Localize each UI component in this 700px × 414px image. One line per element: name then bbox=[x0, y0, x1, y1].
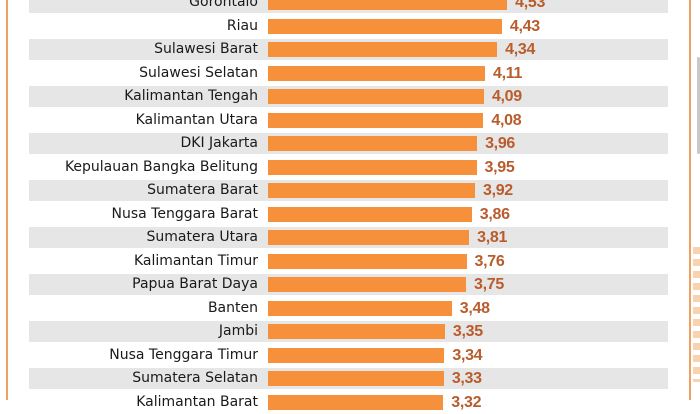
bar-row: Jambi 3,35 bbox=[0, 320, 700, 344]
bar-row: Papua Barat Daya 3,75 bbox=[0, 273, 700, 297]
value-label: 3,81 bbox=[477, 226, 507, 250]
bar bbox=[268, 277, 466, 292]
bar bbox=[268, 324, 445, 339]
bar bbox=[268, 207, 472, 222]
bar bbox=[268, 301, 452, 316]
category-label: Riau bbox=[227, 15, 258, 39]
category-label: Kalimantan Utara bbox=[136, 109, 258, 133]
category-label: Sumatera Utara bbox=[146, 226, 258, 250]
category-label: Kalimantan Tengah bbox=[124, 85, 258, 109]
bar bbox=[268, 42, 497, 57]
bar bbox=[268, 113, 483, 128]
bar bbox=[268, 230, 469, 245]
bar bbox=[268, 19, 502, 34]
category-label: Kalimantan Timur bbox=[134, 250, 258, 274]
value-label: 4,43 bbox=[510, 15, 540, 39]
category-label: Kalimantan Barat bbox=[136, 391, 258, 414]
bar-row: Sumatera Selatan 3,33 bbox=[0, 367, 700, 391]
bar bbox=[268, 395, 443, 410]
bar bbox=[268, 136, 477, 151]
bar-row: Kalimantan Tengah 4,09 bbox=[0, 85, 700, 109]
value-label: 4,08 bbox=[491, 109, 521, 133]
bar-row: DKI Jakarta 3,96 bbox=[0, 132, 700, 156]
value-label: 4,53 bbox=[515, 0, 545, 15]
category-label: Banten bbox=[208, 297, 258, 321]
bar bbox=[268, 66, 485, 81]
bar bbox=[268, 348, 444, 363]
value-label: 3,33 bbox=[452, 367, 482, 391]
category-label: Jambi bbox=[219, 320, 258, 344]
category-label: Kepulauan Bangka Belitung bbox=[65, 156, 258, 180]
value-label: 3,32 bbox=[451, 391, 481, 414]
category-label: Papua Barat Daya bbox=[132, 273, 258, 297]
category-label: Gorontalo bbox=[189, 0, 258, 15]
bar-row: Riau 4,43 bbox=[0, 15, 700, 39]
value-label: 3,34 bbox=[452, 344, 482, 368]
category-label: Sumatera Barat bbox=[147, 179, 258, 203]
bar-row: Sumatera Barat 3,92 bbox=[0, 179, 700, 203]
value-label: 3,48 bbox=[460, 297, 490, 321]
bar-row: Nusa Tenggara Timur 3,34 bbox=[0, 344, 700, 368]
bar-row: Kalimantan Timur 3,76 bbox=[0, 250, 700, 274]
bar bbox=[268, 254, 467, 269]
bar-row: Kalimantan Barat 3,32 bbox=[0, 391, 700, 414]
category-label: Nusa Tenggara Barat bbox=[112, 203, 258, 227]
bar bbox=[268, 160, 477, 175]
bar bbox=[268, 371, 444, 386]
bar bbox=[268, 183, 475, 198]
value-label: 3,86 bbox=[480, 203, 510, 227]
category-label: Sumatera Selatan bbox=[132, 367, 258, 391]
value-label: 4,09 bbox=[492, 85, 522, 109]
value-label: 3,95 bbox=[485, 156, 515, 180]
bar bbox=[268, 89, 484, 104]
value-label: 4,11 bbox=[493, 62, 522, 86]
value-label: 3,35 bbox=[453, 320, 483, 344]
bar-row: Sumatera Utara 3,81 bbox=[0, 226, 700, 250]
category-label: Nusa Tenggara Timur bbox=[109, 344, 258, 368]
bar-row: Sulawesi Barat 4,34 bbox=[0, 38, 700, 62]
value-label: 3,96 bbox=[485, 132, 515, 156]
value-label: 3,75 bbox=[474, 273, 504, 297]
category-label: DKI Jakarta bbox=[180, 132, 258, 156]
bar-row: Sulawesi Selatan 4,11 bbox=[0, 62, 700, 86]
bar-row: Kalimantan Utara 4,08 bbox=[0, 109, 700, 133]
value-label: 3,92 bbox=[483, 179, 513, 203]
bar-row: Nusa Tenggara Barat 3,86 bbox=[0, 203, 700, 227]
category-label: Sulawesi Selatan bbox=[139, 62, 258, 86]
bar-row: Kepulauan Bangka Belitung 3,95 bbox=[0, 156, 700, 180]
bar-row: Banten 3,48 bbox=[0, 297, 700, 321]
bar bbox=[268, 0, 507, 10]
value-label: 4,34 bbox=[505, 38, 535, 62]
category-label: Sulawesi Barat bbox=[154, 38, 258, 62]
value-label: 3,76 bbox=[475, 250, 505, 274]
bar-row: Gorontalo 4,53 bbox=[0, 0, 700, 15]
